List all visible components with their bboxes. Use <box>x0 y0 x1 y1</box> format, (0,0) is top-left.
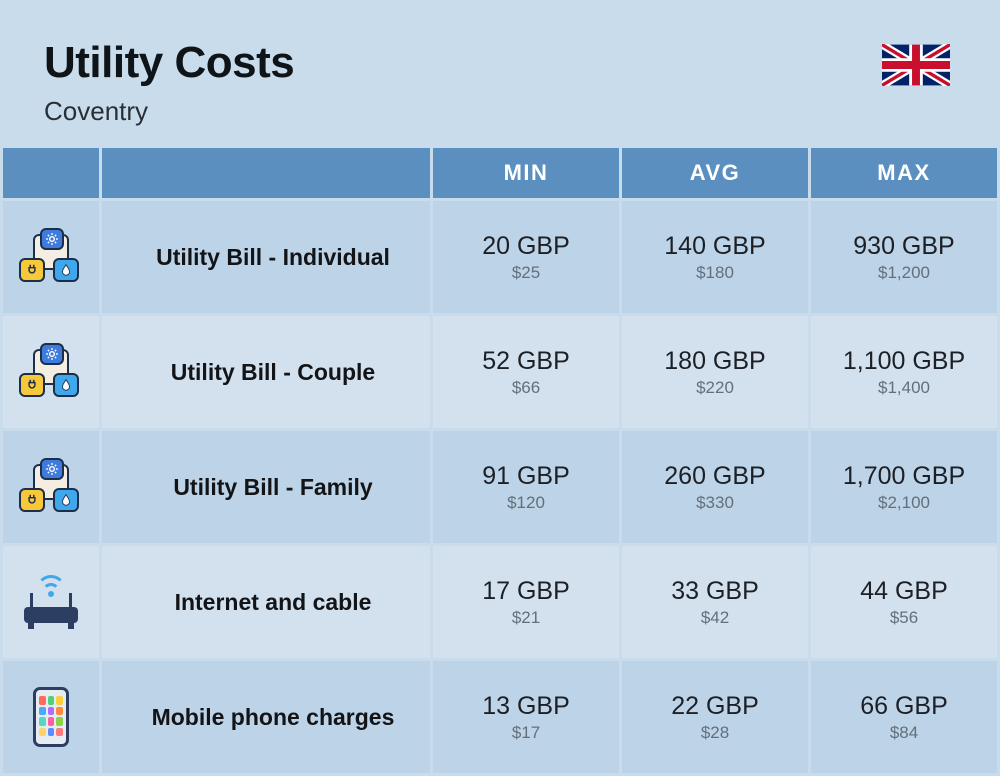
row-label: Internet and cable <box>102 546 430 658</box>
table-row: Utility Bill - Family 91 GBP $120 260 GB… <box>3 431 997 543</box>
avg-gbp: 180 GBP <box>622 347 808 376</box>
avg-usd: $220 <box>622 378 808 398</box>
table-header-row: MIN AVG MAX <box>3 148 997 198</box>
row-max: 1,700 GBP $2,100 <box>811 431 997 543</box>
min-gbp: 17 GBP <box>433 577 619 606</box>
row-avg: 22 GBP $28 <box>622 661 808 773</box>
max-usd: $84 <box>811 723 997 743</box>
max-gbp: 1,700 GBP <box>811 462 997 491</box>
row-min: 52 GBP $66 <box>433 316 619 428</box>
row-icon-cell <box>3 316 99 428</box>
page-title: Utility Costs <box>44 38 294 88</box>
row-label: Mobile phone charges <box>102 661 430 773</box>
row-label: Utility Bill - Couple <box>102 316 430 428</box>
max-gbp: 66 GBP <box>811 692 997 721</box>
row-min: 13 GBP $17 <box>433 661 619 773</box>
avg-gbp: 22 GBP <box>622 692 808 721</box>
table-row: Mobile phone charges 13 GBP $17 22 GBP $… <box>3 661 997 773</box>
uk-flag-icon <box>882 44 950 86</box>
utility-icon <box>19 458 83 516</box>
header: Utility Costs Coventry <box>0 0 1000 145</box>
router-icon <box>22 575 80 629</box>
min-gbp: 52 GBP <box>433 347 619 376</box>
avg-gbp: 140 GBP <box>622 232 808 261</box>
table-row: Utility Bill - Individual 20 GBP $25 140… <box>3 201 997 313</box>
row-avg: 180 GBP $220 <box>622 316 808 428</box>
max-usd: $1,200 <box>811 263 997 283</box>
row-icon-cell <box>3 201 99 313</box>
avg-gbp: 33 GBP <box>622 577 808 606</box>
row-min: 20 GBP $25 <box>433 201 619 313</box>
avg-usd: $330 <box>622 493 808 513</box>
row-max: 930 GBP $1,200 <box>811 201 997 313</box>
row-max: 44 GBP $56 <box>811 546 997 658</box>
max-gbp: 930 GBP <box>811 232 997 261</box>
avg-gbp: 260 GBP <box>622 462 808 491</box>
utility-icon <box>19 228 83 286</box>
max-usd: $1,400 <box>811 378 997 398</box>
utility-icon <box>19 343 83 401</box>
row-label: Utility Bill - Family <box>102 431 430 543</box>
phone-icon <box>33 687 69 747</box>
header-empty-label <box>102 148 430 198</box>
row-icon-cell <box>3 431 99 543</box>
row-max: 66 GBP $84 <box>811 661 997 773</box>
avg-usd: $180 <box>622 263 808 283</box>
row-min: 17 GBP $21 <box>433 546 619 658</box>
title-block: Utility Costs Coventry <box>44 38 294 127</box>
min-gbp: 91 GBP <box>433 462 619 491</box>
row-avg: 33 GBP $42 <box>622 546 808 658</box>
page-subtitle: Coventry <box>44 96 294 127</box>
min-usd: $66 <box>433 378 619 398</box>
header-min: MIN <box>433 148 619 198</box>
min-usd: $17 <box>433 723 619 743</box>
max-gbp: 1,100 GBP <box>811 347 997 376</box>
min-gbp: 20 GBP <box>433 232 619 261</box>
table-row: Internet and cable 17 GBP $21 33 GBP $42… <box>3 546 997 658</box>
min-usd: $21 <box>433 608 619 628</box>
max-gbp: 44 GBP <box>811 577 997 606</box>
header-max: MAX <box>811 148 997 198</box>
row-min: 91 GBP $120 <box>433 431 619 543</box>
header-avg: AVG <box>622 148 808 198</box>
avg-usd: $42 <box>622 608 808 628</box>
costs-table: MIN AVG MAX Utility Bill - Individual 20… <box>0 145 1000 776</box>
row-max: 1,100 GBP $1,400 <box>811 316 997 428</box>
min-usd: $120 <box>433 493 619 513</box>
table-row: Utility Bill - Couple 52 GBP $66 180 GBP… <box>3 316 997 428</box>
row-label: Utility Bill - Individual <box>102 201 430 313</box>
avg-usd: $28 <box>622 723 808 743</box>
row-avg: 260 GBP $330 <box>622 431 808 543</box>
min-gbp: 13 GBP <box>433 692 619 721</box>
row-icon-cell <box>3 546 99 658</box>
row-icon-cell <box>3 661 99 773</box>
max-usd: $56 <box>811 608 997 628</box>
row-avg: 140 GBP $180 <box>622 201 808 313</box>
min-usd: $25 <box>433 263 619 283</box>
header-empty-icon <box>3 148 99 198</box>
max-usd: $2,100 <box>811 493 997 513</box>
